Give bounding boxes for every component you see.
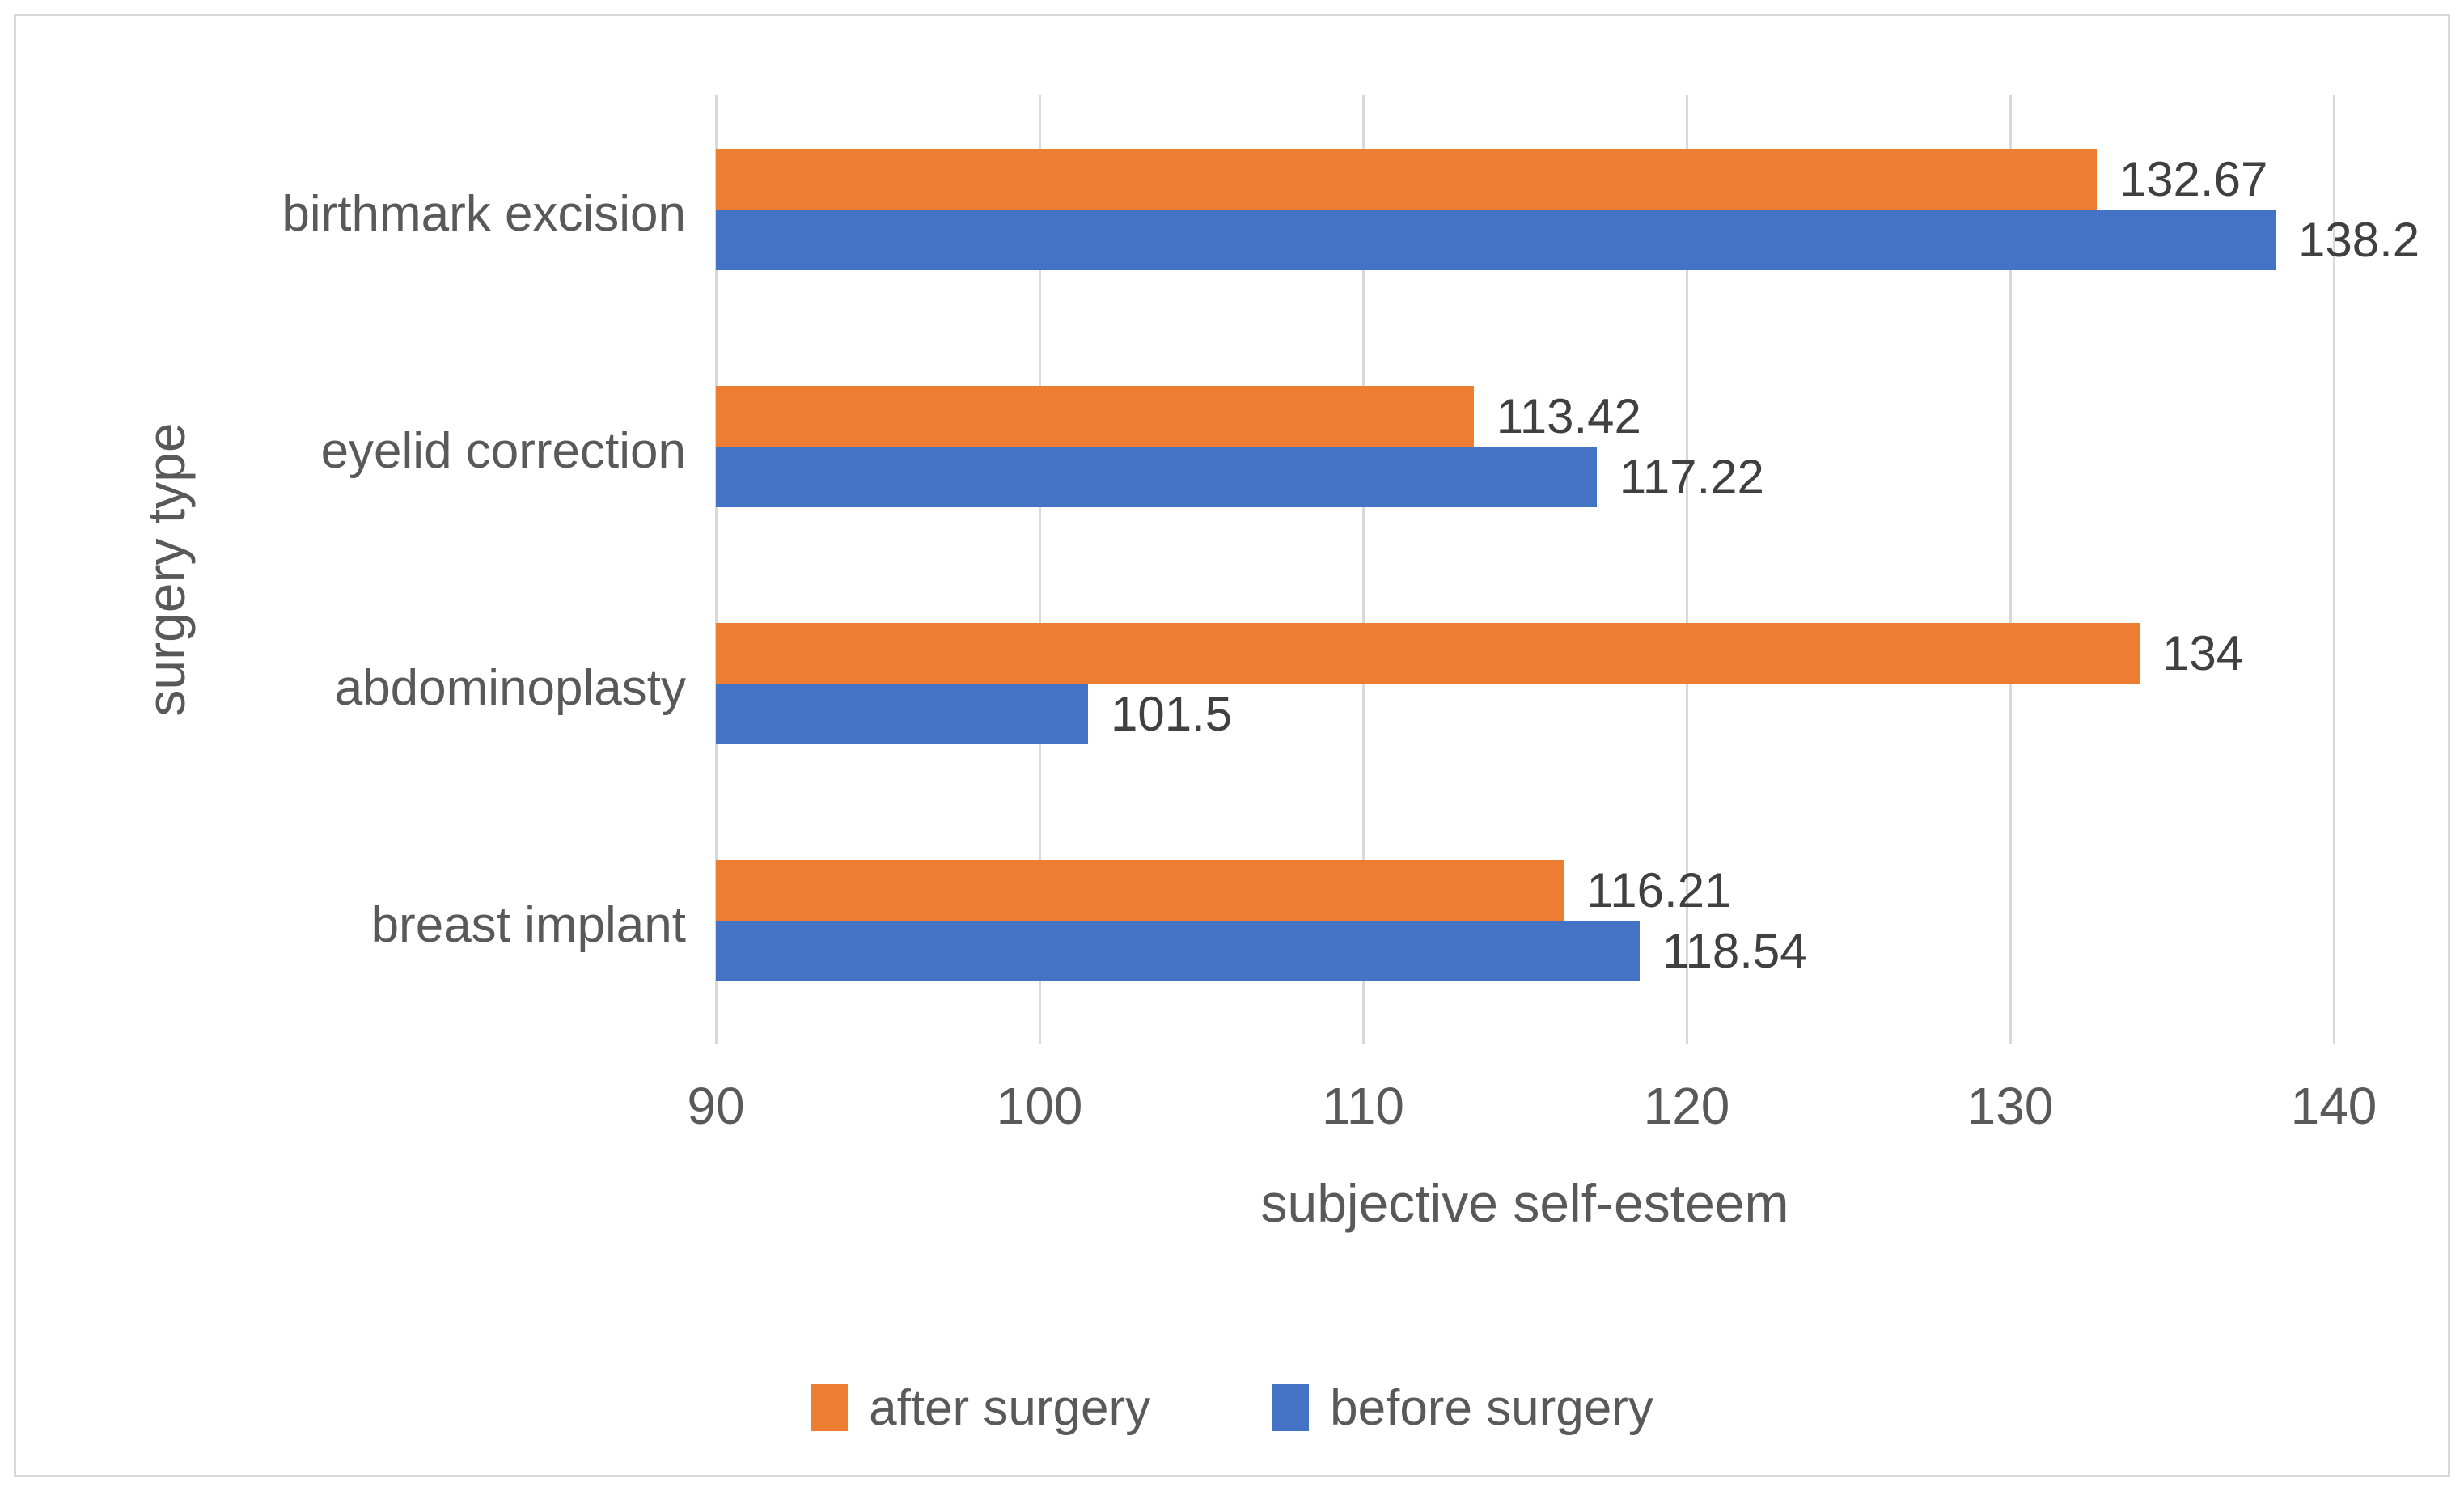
value-label-before-surgery-birthmark-excision: 138.2: [2298, 213, 2420, 267]
gridline-140: [2332, 95, 2335, 1044]
gridline-110: [1361, 95, 1365, 1044]
legend-swatch-before-surgery: [1272, 1384, 1310, 1431]
y-axis-title: surgery type: [136, 422, 196, 717]
gridline-100: [1038, 95, 1041, 1044]
value-label-after-surgery-breast-implant: 116.21: [1586, 863, 1732, 917]
gridline-130: [2009, 95, 2012, 1044]
legend-entry-before-surgery: before surgery: [1272, 1379, 1653, 1437]
value-label-before-surgery-eyelid-correction: 117.22: [1619, 450, 1764, 504]
category-label-breast-implant: breast implant: [370, 896, 686, 953]
x-tick-label-130: 130: [1967, 1077, 2054, 1135]
before-surgery-bar-breast-implant: [716, 921, 1640, 981]
after-surgery-bar-breast-implant: [716, 860, 1564, 921]
legend-label-before-surgery: before surgery: [1330, 1379, 1653, 1436]
legend: after surgery before surgery: [0, 1355, 2464, 1460]
before-surgery-bar-eyelid-correction: [716, 447, 1597, 507]
x-tick-label-90: 90: [687, 1077, 745, 1135]
x-tick-label-140: 140: [2290, 1077, 2377, 1135]
value-label-before-surgery-breast-implant: 118.54: [1662, 924, 1807, 978]
after-surgery-bar-abdominoplasty: [716, 623, 2140, 684]
x-tick-label-100: 100: [996, 1077, 1083, 1135]
before-surgery-bar-abdominoplasty: [716, 684, 1088, 744]
value-label-after-surgery-birthmark-excision: 132.67: [2119, 152, 2268, 206]
value-label-after-surgery-eyelid-correction: 113.42: [1496, 389, 1641, 443]
after-surgery-bar-eyelid-correction: [716, 386, 1474, 447]
category-label-eyelid-correction: eyelid correction: [320, 422, 686, 479]
category-label-birthmark-excision: birthmark excision: [282, 185, 686, 242]
value-label-after-surgery-abdominoplasty: 134: [2162, 626, 2244, 680]
gridline-120: [1685, 95, 1688, 1044]
category-label-abdominoplasty: abdominoplasty: [334, 659, 686, 716]
value-label-before-surgery-abdominoplasty: 101.5: [1111, 687, 1233, 741]
legend-label-after-surgery: after surgery: [869, 1379, 1151, 1436]
x-tick-label-120: 120: [1643, 1077, 1730, 1135]
x-tick-label-110: 110: [1321, 1077, 1405, 1135]
legend-entry-after-surgery: after surgery: [811, 1379, 1150, 1437]
x-axis-title: subjective self-esteem: [1260, 1173, 1789, 1233]
after-surgery-bar-birthmark-excision: [716, 149, 2097, 210]
before-surgery-bar-birthmark-excision: [716, 210, 2276, 270]
legend-swatch-after-surgery: [811, 1384, 849, 1431]
gridline-90: [714, 95, 718, 1044]
